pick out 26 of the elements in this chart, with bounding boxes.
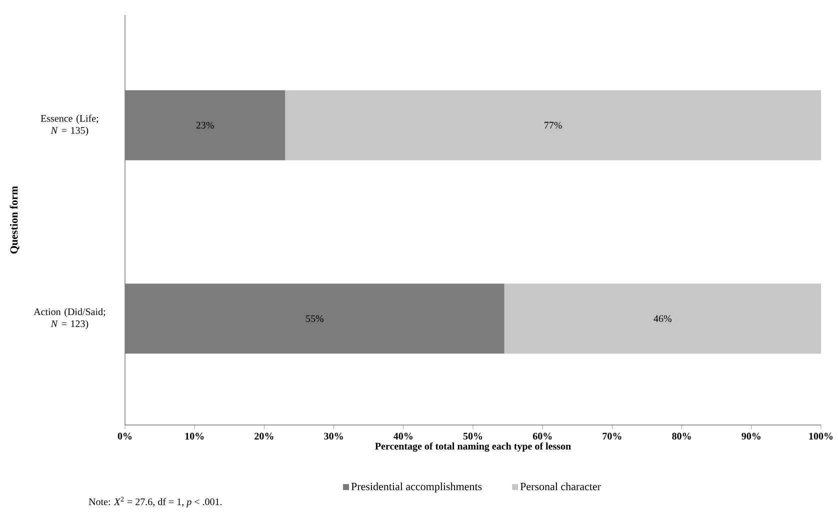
data-label: 23% bbox=[196, 122, 214, 129]
data-label: 55% bbox=[306, 315, 324, 322]
y-tick-label: Essence (Life; N = 135) bbox=[40, 114, 98, 136]
legend-label: Personal character bbox=[520, 482, 601, 490]
bar bbox=[504, 284, 822, 354]
x-axis-title: Percentage of total naming each type of lesson bbox=[375, 442, 571, 452]
x-tick-label: 50% bbox=[463, 432, 482, 440]
x-tick-label: 20% bbox=[254, 432, 274, 440]
x-tick-label: 60% bbox=[532, 432, 552, 440]
x-tick-label: 90% bbox=[742, 432, 760, 440]
data-label: 46% bbox=[654, 315, 672, 322]
bar bbox=[125, 90, 286, 160]
text: Note: X$^{2}$ = 27.6, df = 1, p < .001. bbox=[88, 496, 222, 508]
data-label: 77% bbox=[544, 122, 562, 129]
y-tick-label: Action (Did/Said; N = 123) bbox=[34, 308, 106, 330]
x-tick-label: 100% bbox=[809, 432, 833, 440]
legend-label: Presidential accomplishments bbox=[351, 482, 482, 492]
x-tick-label: 10% bbox=[185, 432, 204, 440]
bar bbox=[285, 90, 822, 160]
x-tick-label: 70% bbox=[602, 432, 622, 440]
y-axis-title: Question form bbox=[10, 186, 20, 254]
bar bbox=[125, 284, 504, 354]
x-tick-label: 40% bbox=[394, 432, 412, 440]
x-tick-label: 0% bbox=[118, 432, 132, 440]
x-tick-label: 80% bbox=[672, 432, 691, 440]
x-tick-label: 30% bbox=[324, 432, 343, 440]
